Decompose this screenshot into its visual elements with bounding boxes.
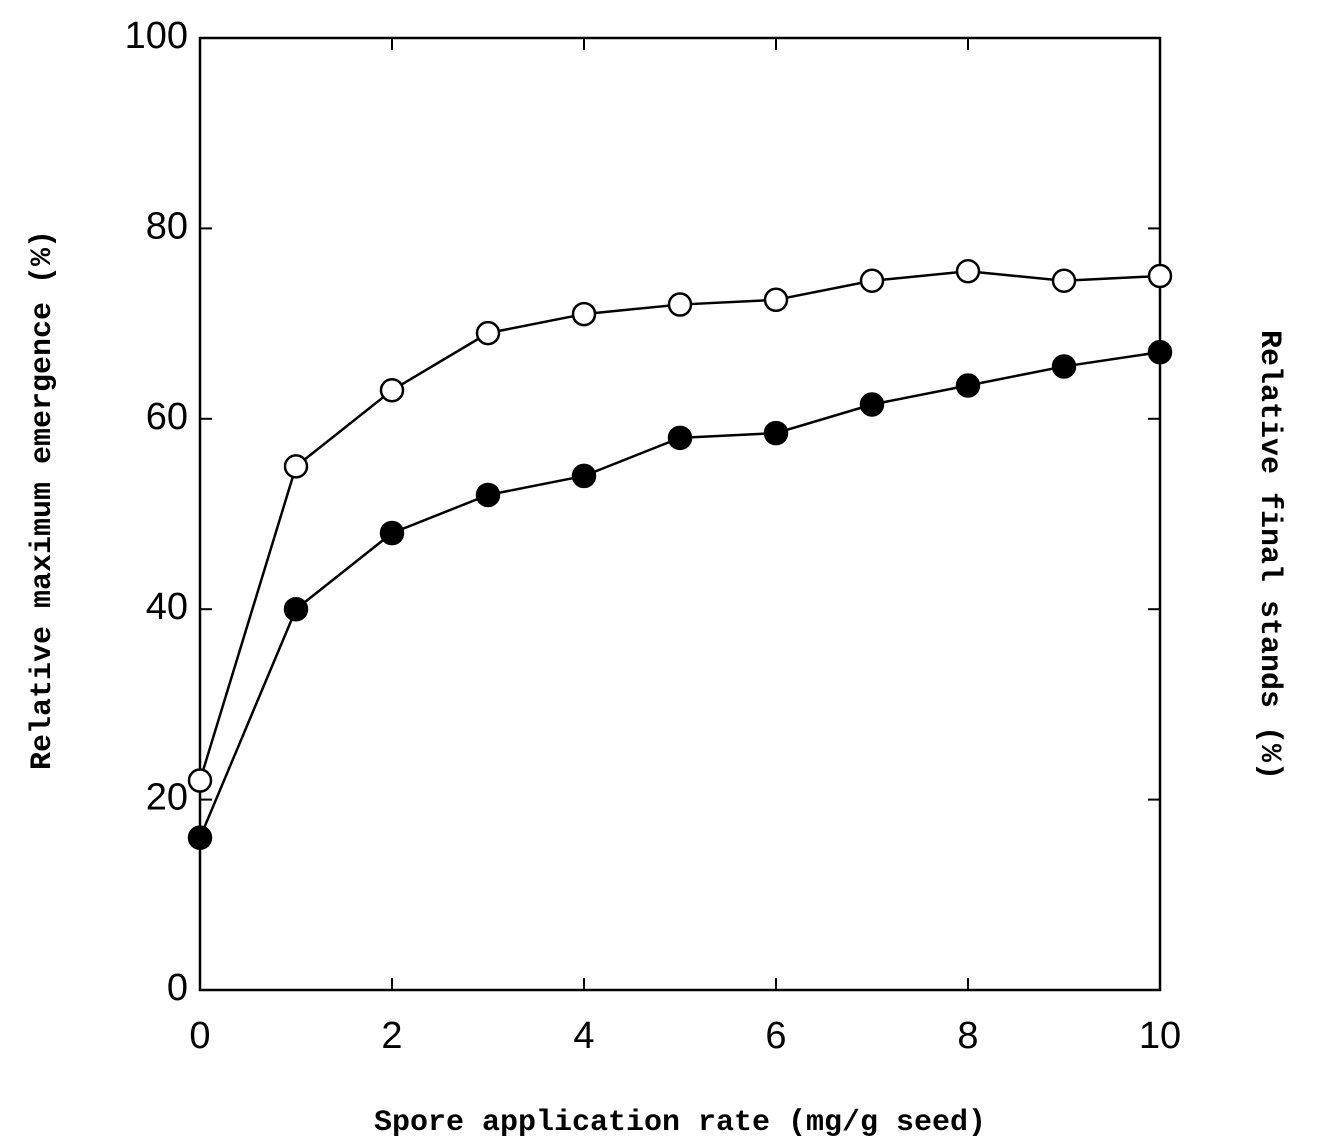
plot-frame [198,36,1162,992]
data-point [667,425,693,451]
data-point [763,287,789,313]
data-point [859,392,885,417]
data-point [571,463,597,489]
data-point [571,301,597,327]
x-tick-label: 8 [957,1015,978,1057]
data-point [1051,354,1077,379]
y-tick-label: 0 [167,967,188,1009]
data-point [955,258,981,284]
data-point [955,373,981,398]
data-point [763,420,789,446]
x-tick-label: 4 [573,1015,594,1057]
data-point [1147,339,1173,365]
data-point [187,768,213,793]
x-tick-label: 0 [189,1015,210,1057]
y-tick-label: 60 [146,396,188,438]
data-point [1147,263,1173,289]
data-point [283,454,309,479]
data-point [187,825,213,850]
x-tick-label: 10 [1139,1015,1181,1057]
series-line [198,269,1161,781]
data-point [283,596,309,622]
x-tick-label: 6 [765,1015,786,1057]
data-point [379,520,405,546]
y-axis-label: Relative maximum emergence (%) [26,230,60,770]
data-point [379,377,405,403]
x-tick-label: 2 [381,1015,402,1057]
data-point [859,268,885,294]
data-point [667,292,693,317]
y-tick-label: 40 [146,586,188,628]
data-point [1051,268,1077,294]
y-tick-label: 20 [146,777,188,819]
x-axis-label: Spore application rate (mg/g seed) [374,1106,986,1140]
series-line [198,350,1161,839]
y-tick-label: 100 [125,15,188,57]
data-point [475,482,501,508]
y2-axis-label: Relative final stands (%) [1252,330,1286,780]
y-tick-label: 80 [146,205,188,247]
data-point [475,320,501,346]
